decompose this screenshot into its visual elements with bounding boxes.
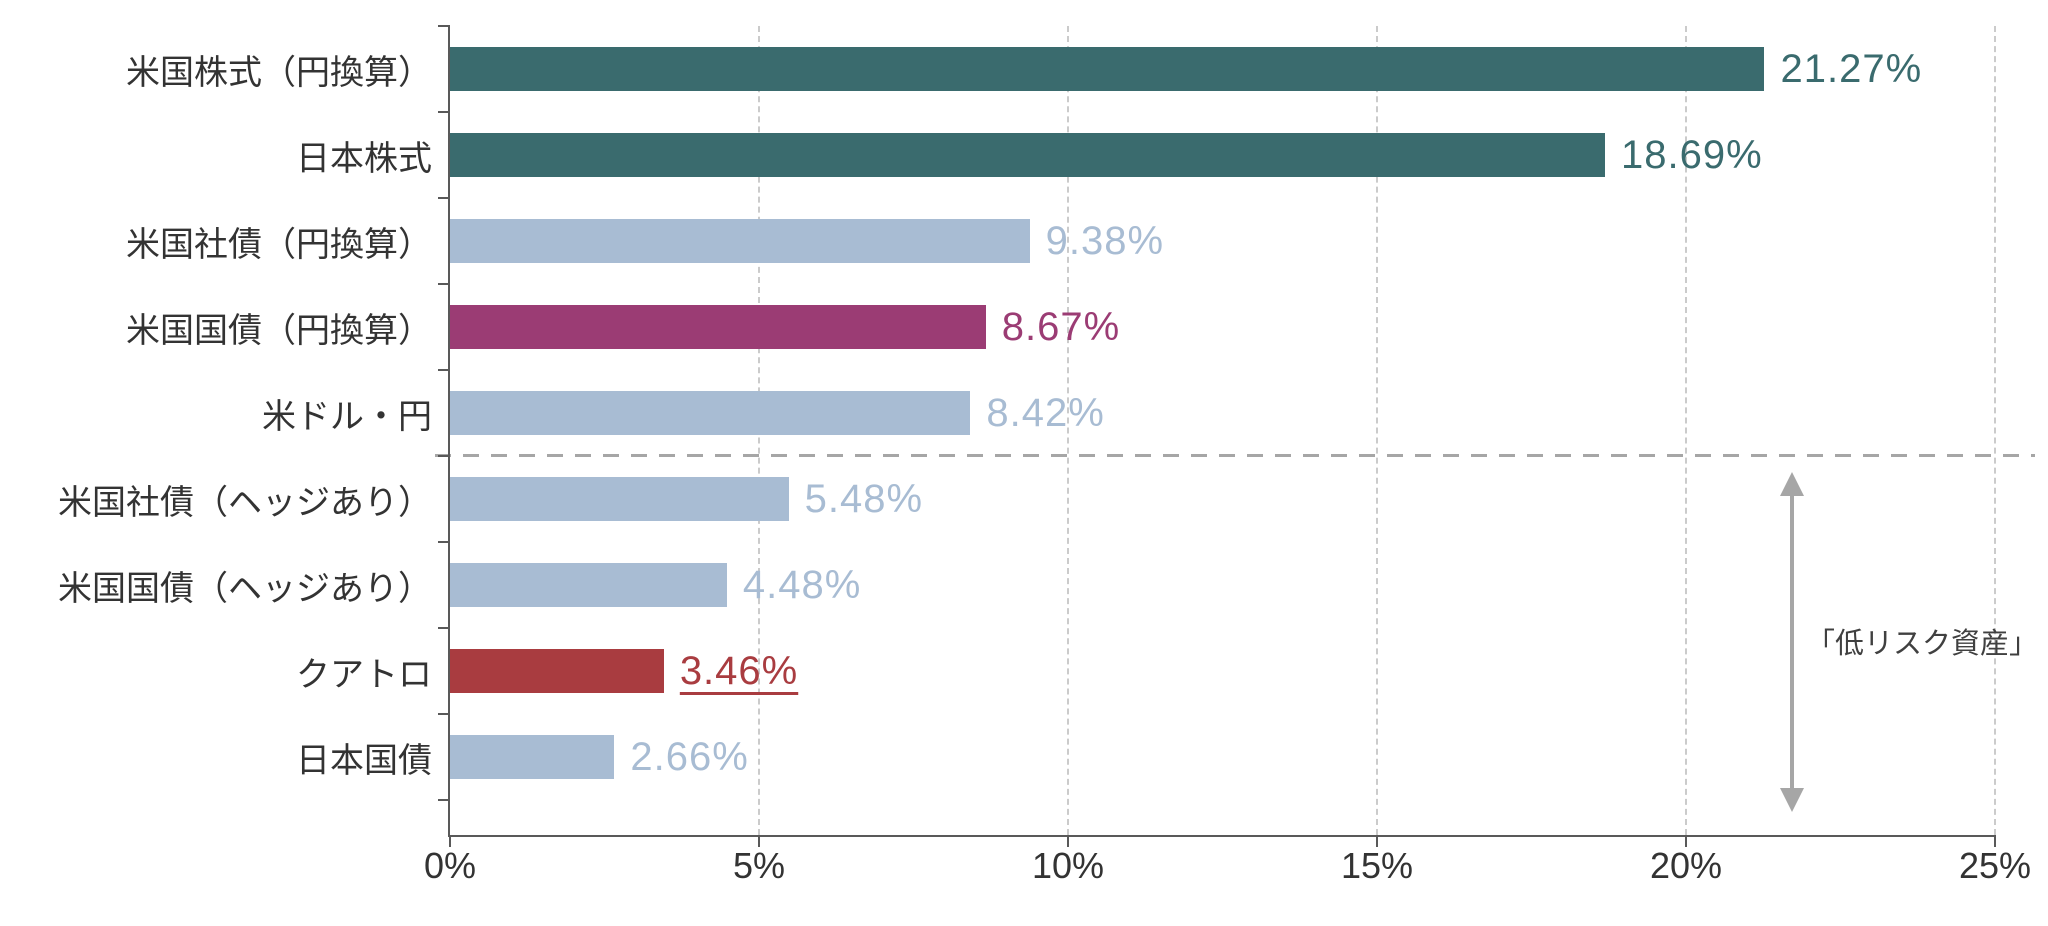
y-axis-line xyxy=(448,26,450,835)
x-tick-label: 20% xyxy=(1649,845,1723,886)
category-label: クアトロ xyxy=(296,655,432,694)
category-label: 米国社債（ヘッジあり） xyxy=(58,483,432,522)
gridline xyxy=(1685,26,1687,835)
y-axis-tick xyxy=(438,627,450,629)
value-label: 4.48% xyxy=(742,562,862,607)
category-label: 日本国債 xyxy=(296,741,432,780)
gridline xyxy=(1067,26,1069,835)
x-tick-label: 0% xyxy=(423,845,477,886)
double-arrow-icon xyxy=(1780,472,1804,812)
value-label: 8.42% xyxy=(986,390,1105,435)
bar xyxy=(450,219,1030,263)
y-axis-tick xyxy=(438,455,450,457)
y-axis-tick xyxy=(438,799,450,801)
value-label: 9.38% xyxy=(1045,218,1165,263)
y-axis-tick xyxy=(438,541,450,543)
x-tick-label: 25% xyxy=(1958,845,2032,886)
x-axis-tick xyxy=(449,835,451,847)
x-axis-tick xyxy=(758,835,760,847)
x-axis-tick xyxy=(1685,835,1687,847)
category-label: 日本株式 xyxy=(296,139,432,178)
x-axis-line xyxy=(448,835,1995,837)
y-axis-tick xyxy=(438,25,450,27)
value-label: 21.27% xyxy=(1780,46,1923,91)
bar xyxy=(450,305,986,349)
bar xyxy=(450,563,727,607)
risk-divider-line xyxy=(435,454,2035,457)
x-tick-label: 10% xyxy=(1031,845,1105,886)
category-label: 米国国債（ヘッジあり） xyxy=(58,569,432,608)
value-label: 5.48% xyxy=(804,476,924,521)
x-axis-tick xyxy=(1067,835,1069,847)
x-axis-tick xyxy=(1994,835,1996,847)
value-label: 8.67% xyxy=(1001,304,1121,349)
gridline xyxy=(1376,26,1378,835)
y-axis-tick xyxy=(438,369,450,371)
y-axis-tick xyxy=(438,713,450,715)
x-tick-label: 5% xyxy=(732,845,786,886)
value-label: 2.66% xyxy=(630,734,749,779)
y-axis-tick xyxy=(438,283,450,285)
bar xyxy=(450,391,971,435)
value-label: 18.69% xyxy=(1621,132,1763,177)
x-tick-label: 15% xyxy=(1340,845,1414,886)
bar xyxy=(450,649,664,693)
value-label: 3.46% xyxy=(679,648,799,693)
low-risk-annotation-label: 「低リスク資産」 xyxy=(1806,628,2039,660)
y-axis-tick xyxy=(438,197,450,199)
category-label: 米国国債（円換算） xyxy=(126,311,432,350)
category-label: 米国株式（円換算） xyxy=(126,53,432,92)
bar xyxy=(450,47,1765,91)
category-label: 米ドル・円 xyxy=(262,397,432,436)
y-axis-tick xyxy=(438,111,450,113)
bar xyxy=(450,133,1606,177)
gridline xyxy=(1994,26,1996,835)
category-label: 米国社債（円換算） xyxy=(126,225,432,264)
x-axis-tick xyxy=(1376,835,1378,847)
bar xyxy=(450,477,789,521)
bar xyxy=(450,735,615,779)
